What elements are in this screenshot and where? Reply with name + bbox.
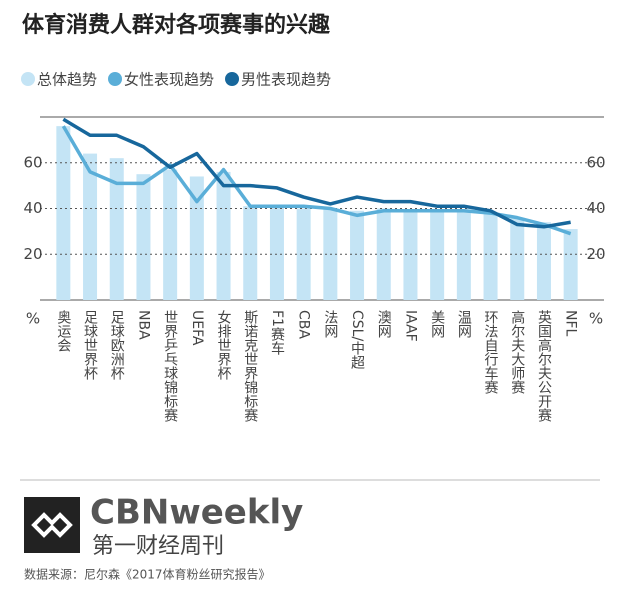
- bar: [136, 174, 151, 300]
- legend-marker: [21, 72, 35, 86]
- bar: [376, 208, 391, 300]
- x-tick-label: CSL/中超: [349, 310, 365, 369]
- x-tick-label: 美网: [429, 310, 445, 339]
- x-tick-label: 斯诺克世界锦标赛: [242, 310, 258, 422]
- x-tick-label: NBA: [135, 310, 151, 340]
- brand-cn: 第一财经周刊: [92, 534, 224, 559]
- bar: [56, 126, 71, 301]
- bar: [243, 206, 258, 300]
- bar: [430, 210, 445, 300]
- x-tick-label: 环法自行车赛: [483, 310, 499, 394]
- brand: CBNweekly: [90, 493, 303, 533]
- y-tick-label-right: 40: [586, 199, 605, 217]
- bar: [216, 171, 231, 300]
- bar: [189, 176, 204, 300]
- x-tick-label: NFL: [563, 310, 579, 337]
- bar: [536, 222, 551, 300]
- legend-marker: [225, 72, 240, 86]
- x-tick-label: 世界乒乓球锦标赛: [162, 310, 178, 422]
- y-tick-label-right: 20: [586, 245, 605, 263]
- line-series: [62, 117, 571, 229]
- y-unit: %: [26, 310, 40, 328]
- bar: [296, 208, 311, 300]
- x-tick-label: 温网: [456, 310, 472, 339]
- x-tick-label: 奥运会: [55, 309, 71, 352]
- y-unit-right: %: [589, 310, 603, 328]
- logo: [24, 497, 80, 553]
- line-series: [61, 125, 572, 236]
- bar: [456, 210, 471, 300]
- x-tick-label: UEFA: [189, 310, 205, 346]
- x-tick-label: 足球欧洲杯: [109, 310, 125, 380]
- x-tick-label: 澳网: [376, 310, 392, 339]
- x-tick-label: 英国高尔夫公开赛: [536, 309, 552, 422]
- x-tick-label: IAAF: [402, 310, 418, 342]
- bar: [510, 217, 525, 300]
- legend-label: 女性表现趋势: [124, 71, 214, 89]
- bar: [109, 158, 124, 300]
- x-tick-label: 足球世界杯: [82, 310, 98, 380]
- x-tick-label: 法网: [322, 310, 338, 339]
- legend-label: 男性表现趋势: [241, 71, 331, 89]
- x-tick-label: 高尔夫大师赛: [509, 309, 525, 394]
- bar: [350, 210, 365, 300]
- legend-marker: [108, 72, 123, 86]
- x-tick-label: F1赛车: [269, 310, 285, 355]
- bar: [269, 206, 284, 300]
- x-tick-label: 女排世界杯: [216, 309, 232, 380]
- bar: [163, 169, 178, 300]
- x-tick-label: CBA: [296, 310, 312, 339]
- bar: [83, 153, 98, 300]
- chart-title: 体育消费人群对各项赛事的兴趣: [22, 12, 330, 38]
- y-tick-label: 60: [23, 153, 42, 171]
- legend-label: 总体趋势: [37, 71, 97, 89]
- bar: [483, 213, 498, 300]
- y-tick-label: 20: [23, 245, 42, 263]
- y-tick-label-right: 60: [586, 153, 605, 171]
- y-tick-label: 40: [23, 199, 42, 217]
- bar: [403, 210, 418, 300]
- source: 数据来源：尼尔森《2017体育粉丝研究报告》: [24, 567, 271, 582]
- bar: [563, 229, 578, 300]
